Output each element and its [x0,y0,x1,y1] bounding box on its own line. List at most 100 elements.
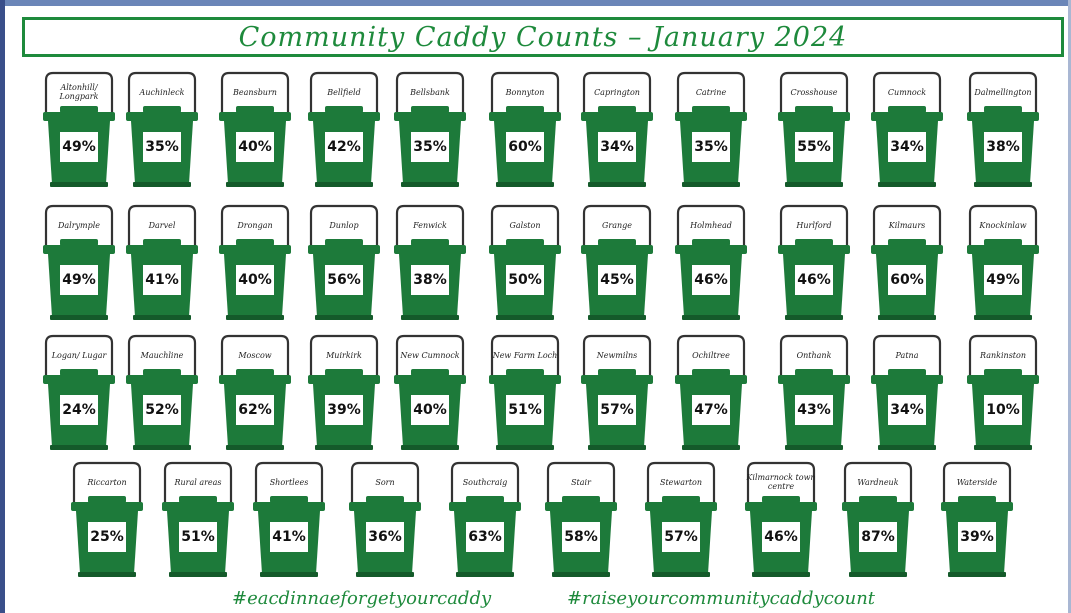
caddy-bin-icon [778,334,850,450]
caddy-percent-value: 63% [468,529,502,545]
caddy-item: Rural areas 51% [159,460,237,580]
caddy-bin-icon [842,461,914,577]
caddy-item: Holmhead 46% [672,203,750,323]
caddy-location-label: Bellfield [327,87,361,97]
caddy-item: Stair 58% [542,460,620,580]
caddy-item: Kilmaurs 60% [868,203,946,323]
caddy-location-label: Crosshouse [790,87,838,97]
caddy-location-label: Wardneuk [857,477,899,487]
caddy-percent-value: 10% [986,402,1020,418]
hashtag-raise-count: #raiseyourcommunitycaddycount [567,588,876,609]
caddy-percent-value: 34% [890,402,924,418]
caddy-item: Fenwick 38% [391,203,469,323]
caddy-percent-value: 62% [238,402,272,418]
caddy-location-label: Darvel [148,220,176,230]
caddy-location-label: Bellsbank [410,87,450,97]
caddy-bin-icon [126,204,198,320]
caddy-item: New Farm Loch 51% [486,333,564,453]
caddy-bin-icon [871,204,943,320]
caddy-item: Hurlford 46% [775,203,853,323]
caddy-item: Auchinleck 35% [123,70,201,190]
caddy-item: Riccarton 25% [68,460,146,580]
caddy-bin-icon [43,334,115,450]
caddy-location-label: Kilmaurs [888,220,926,230]
caddy-item: Darvel 41% [123,203,201,323]
caddy-location-label: Newmilns [596,350,638,360]
caddy-bin-icon [394,71,466,187]
caddy-bin-icon [871,334,943,450]
caddy-percent-value: 34% [600,139,634,155]
caddy-location-label: Waterside [956,477,998,487]
caddy-bin-icon [219,204,291,320]
caddy-location-label: Sorn [375,477,395,487]
caddy-item: Knockinlaw 49% [964,203,1042,323]
caddy-location-label: Muirkirk [326,350,362,360]
caddy-percent-value: 40% [238,272,272,288]
caddy-item: Grange 45% [578,203,656,323]
caddy-location-label: Caprington [594,87,640,97]
caddy-percent-value: 41% [272,529,306,545]
caddy-percent-value: 51% [181,529,215,545]
caddy-percent-value: 34% [890,139,924,155]
caddy-item: New Cumnock 40% [391,333,469,453]
caddy-percent-value: 41% [145,272,179,288]
caddy-percent-value: 60% [890,272,924,288]
caddy-item: Dunlop 56% [305,203,383,323]
caddy-item: Kilmarnock town centre 46% [742,460,820,580]
caddy-location-label: Galston [509,220,541,230]
hashtag-forget-caddy: #eacdinnaeforgetyourcaddy [232,588,492,609]
caddy-bin-icon [253,461,325,577]
caddy-item: Logan/ Lugar 24% [40,333,118,453]
caddy-item: Bonnyton 60% [486,70,564,190]
caddy-bin-icon [308,204,380,320]
caddy-item: Rankinston 10% [964,333,1042,453]
caddy-bin-icon [941,461,1013,577]
caddy-percent-value: 38% [413,272,447,288]
caddy-bin-icon [219,71,291,187]
caddy-percent-value: 24% [62,402,96,418]
caddy-item: Waterside 39% [938,460,1016,580]
caddy-bin-icon [489,334,561,450]
caddy-bin-icon [449,461,521,577]
caddy-location-label: Catrine [695,87,727,97]
caddy-location-label: Altonhill/ Longpark [59,83,99,101]
caddy-item: Sorn 36% [346,460,424,580]
caddy-bin-icon [545,461,617,577]
caddy-item: Shortlees 41% [250,460,328,580]
caddy-item: Catrine 35% [672,70,750,190]
caddy-item: Caprington 34% [578,70,656,190]
caddy-bin-icon [581,334,653,450]
caddy-bin-icon [675,334,747,450]
caddy-item: Ochiltree 47% [672,333,750,453]
caddy-item: Newmilns 57% [578,333,656,453]
caddy-item: Cumnock 34% [868,70,946,190]
caddy-percent-value: 39% [960,529,994,545]
caddy-bin-icon [489,204,561,320]
caddy-bin-icon [675,204,747,320]
caddy-percent-value: 49% [62,139,96,155]
caddy-location-label: Auchinleck [139,87,185,97]
caddy-location-label: Bonnyton [505,87,545,97]
caddy-location-label: Dalmellington [974,87,1032,97]
caddy-item: Crosshouse 55% [775,70,853,190]
caddy-bin-icon [219,334,291,450]
caddy-bin-icon [967,334,1039,450]
caddy-location-label: New Farm Loch [492,350,558,360]
caddy-percent-value: 55% [797,139,831,155]
caddy-item: Southcraig 63% [446,460,524,580]
caddy-bin-icon [162,461,234,577]
caddy-location-label: Moscow [238,350,272,360]
caddy-location-label: Drongan [237,220,273,230]
caddy-item: Drongan 40% [216,203,294,323]
caddy-bin-icon [308,334,380,450]
caddy-bin-icon [126,334,198,450]
caddy-location-label: Grange [602,220,632,230]
caddy-percent-value: 36% [368,529,402,545]
caddy-bin-icon [675,71,747,187]
caddy-location-label: New Cumnock [400,350,460,360]
caddy-bin-icon [745,461,817,577]
caddy-item: Bellfield 42% [305,70,383,190]
caddy-location-label: Hurlford [796,220,832,230]
caddy-location-label: Knockinlaw [979,220,1027,230]
caddy-item: Onthank 43% [775,333,853,453]
